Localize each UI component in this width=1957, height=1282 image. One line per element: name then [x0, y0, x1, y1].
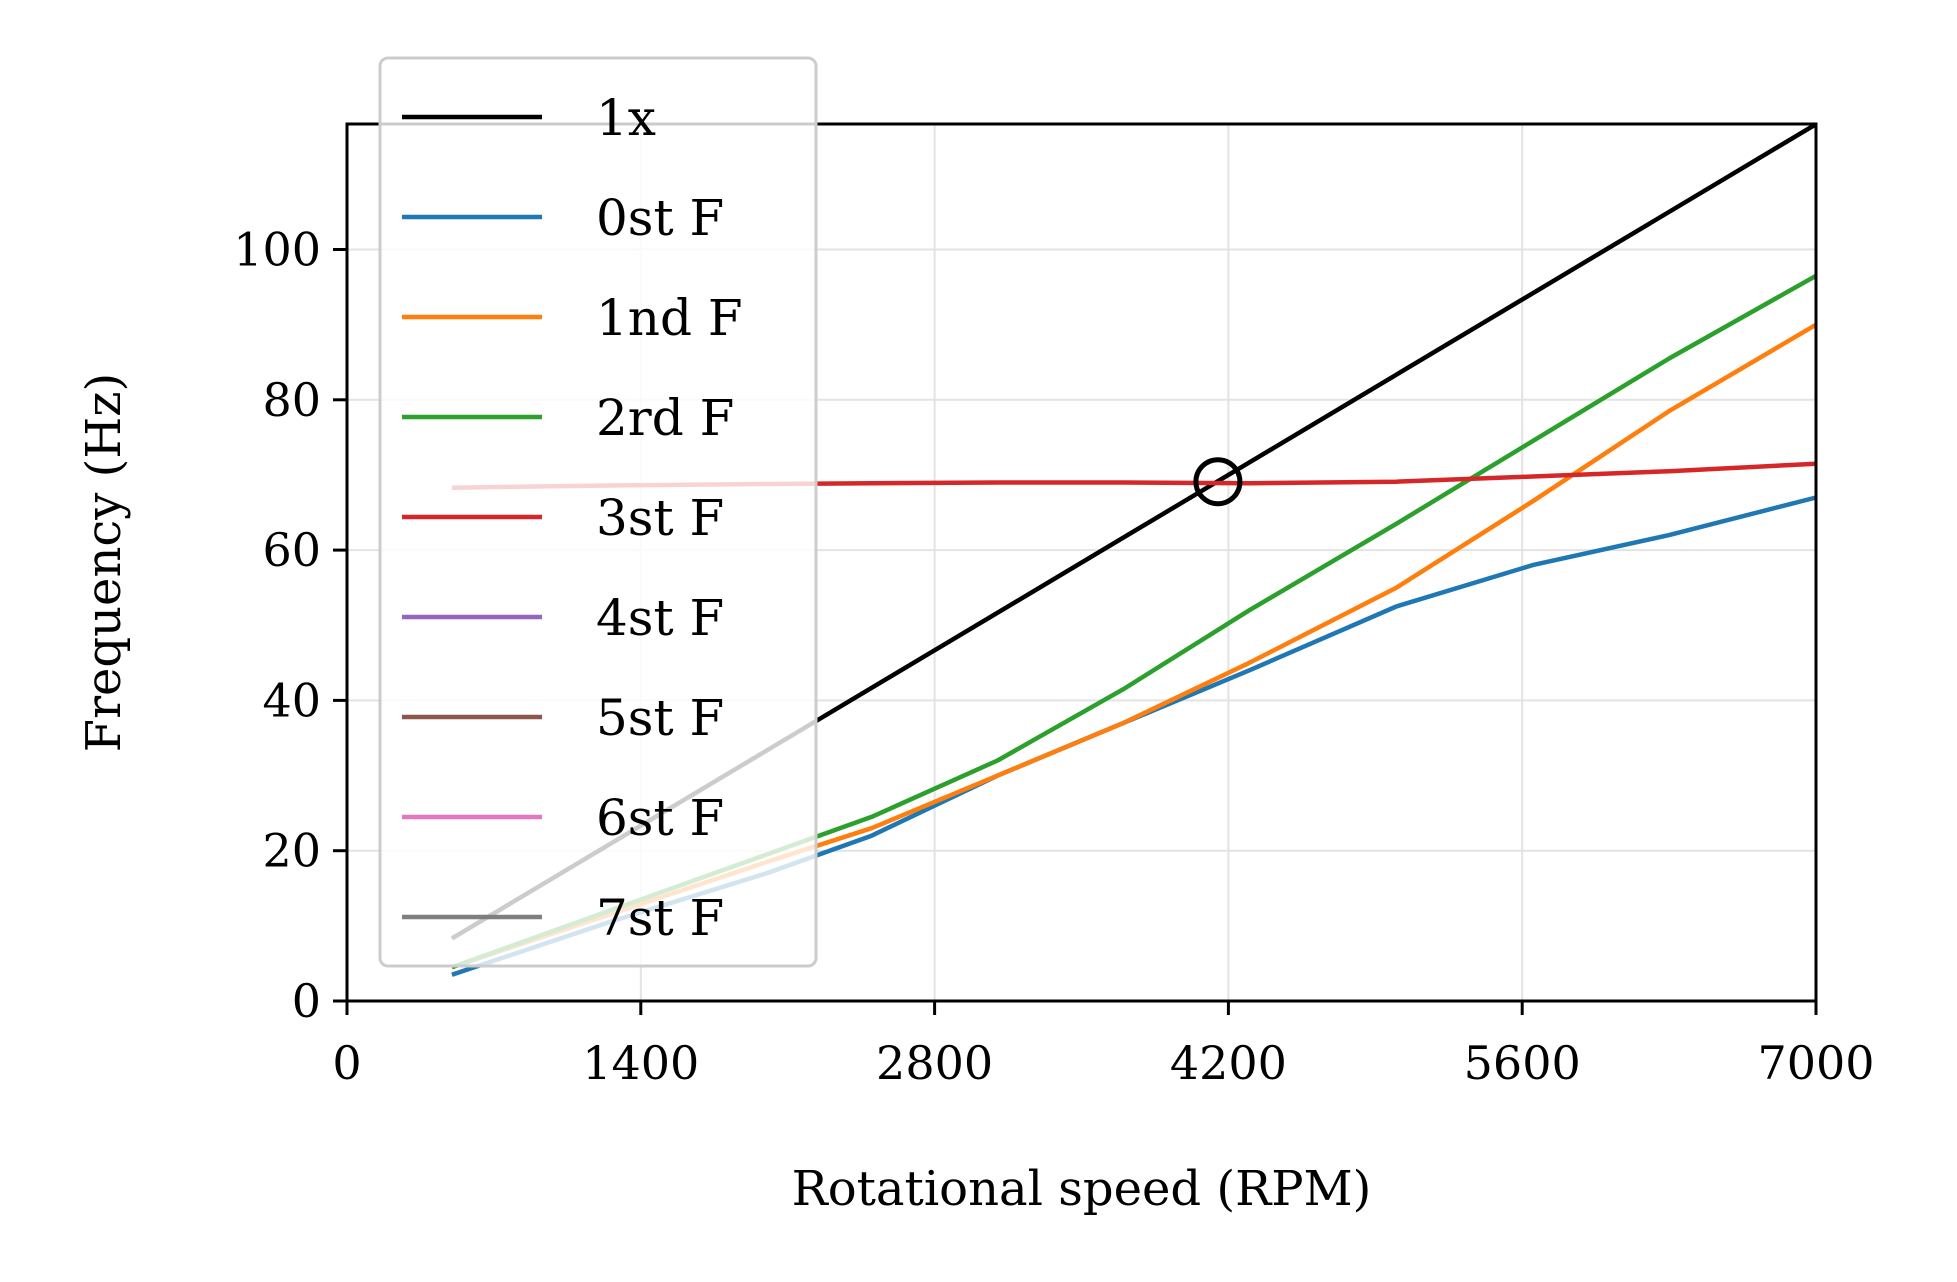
plot-frame [345, 122, 1818, 1003]
y-tick-label: 40 [262, 673, 321, 727]
intersection-marker [1193, 457, 1243, 507]
legend-label: 1nd F [596, 289, 743, 347]
x-tick-label: 5600 [1464, 1036, 1581, 1090]
y-tick-label: 20 [262, 824, 321, 878]
legend-label: 4st F [596, 589, 724, 647]
x-tick-label: 0 [332, 1036, 361, 1090]
annotations [1193, 457, 1243, 507]
legend-label: 3st F [596, 489, 724, 547]
legend-label: 5st F [596, 689, 724, 747]
y-tick-label: 0 [292, 974, 321, 1028]
legend-box [378, 56, 818, 968]
legend-label: 7st F [596, 889, 724, 947]
axis-ticks: 0 1400 2800 4200 5600 7000 0 20 40 60 80 100 [233, 223, 1874, 1090]
legend-label: 0st F [596, 189, 724, 247]
x-tick-label: 7000 [1757, 1036, 1874, 1090]
y-tick-label: 100 [233, 223, 321, 277]
legend-label: 2rd F [596, 389, 734, 447]
x-tick-label: 4200 [1170, 1036, 1287, 1090]
x-tick-label: 1400 [582, 1036, 699, 1090]
legend-label: 1x [596, 89, 656, 147]
legend-label: 6st F [596, 789, 724, 847]
x-tick-label: 2800 [876, 1036, 993, 1090]
legend: 1x 0st F 1nd F 2rd F 3st F 4st F 5st F 6st F 7st… [378, 56, 818, 968]
y-tick-label: 60 [262, 523, 321, 577]
y-tick-label: 80 [262, 373, 321, 427]
y-axis-label: Frequency (Hz) [76, 373, 132, 752]
x-axis-label: Rotational speed (RPM) [792, 1161, 1372, 1217]
